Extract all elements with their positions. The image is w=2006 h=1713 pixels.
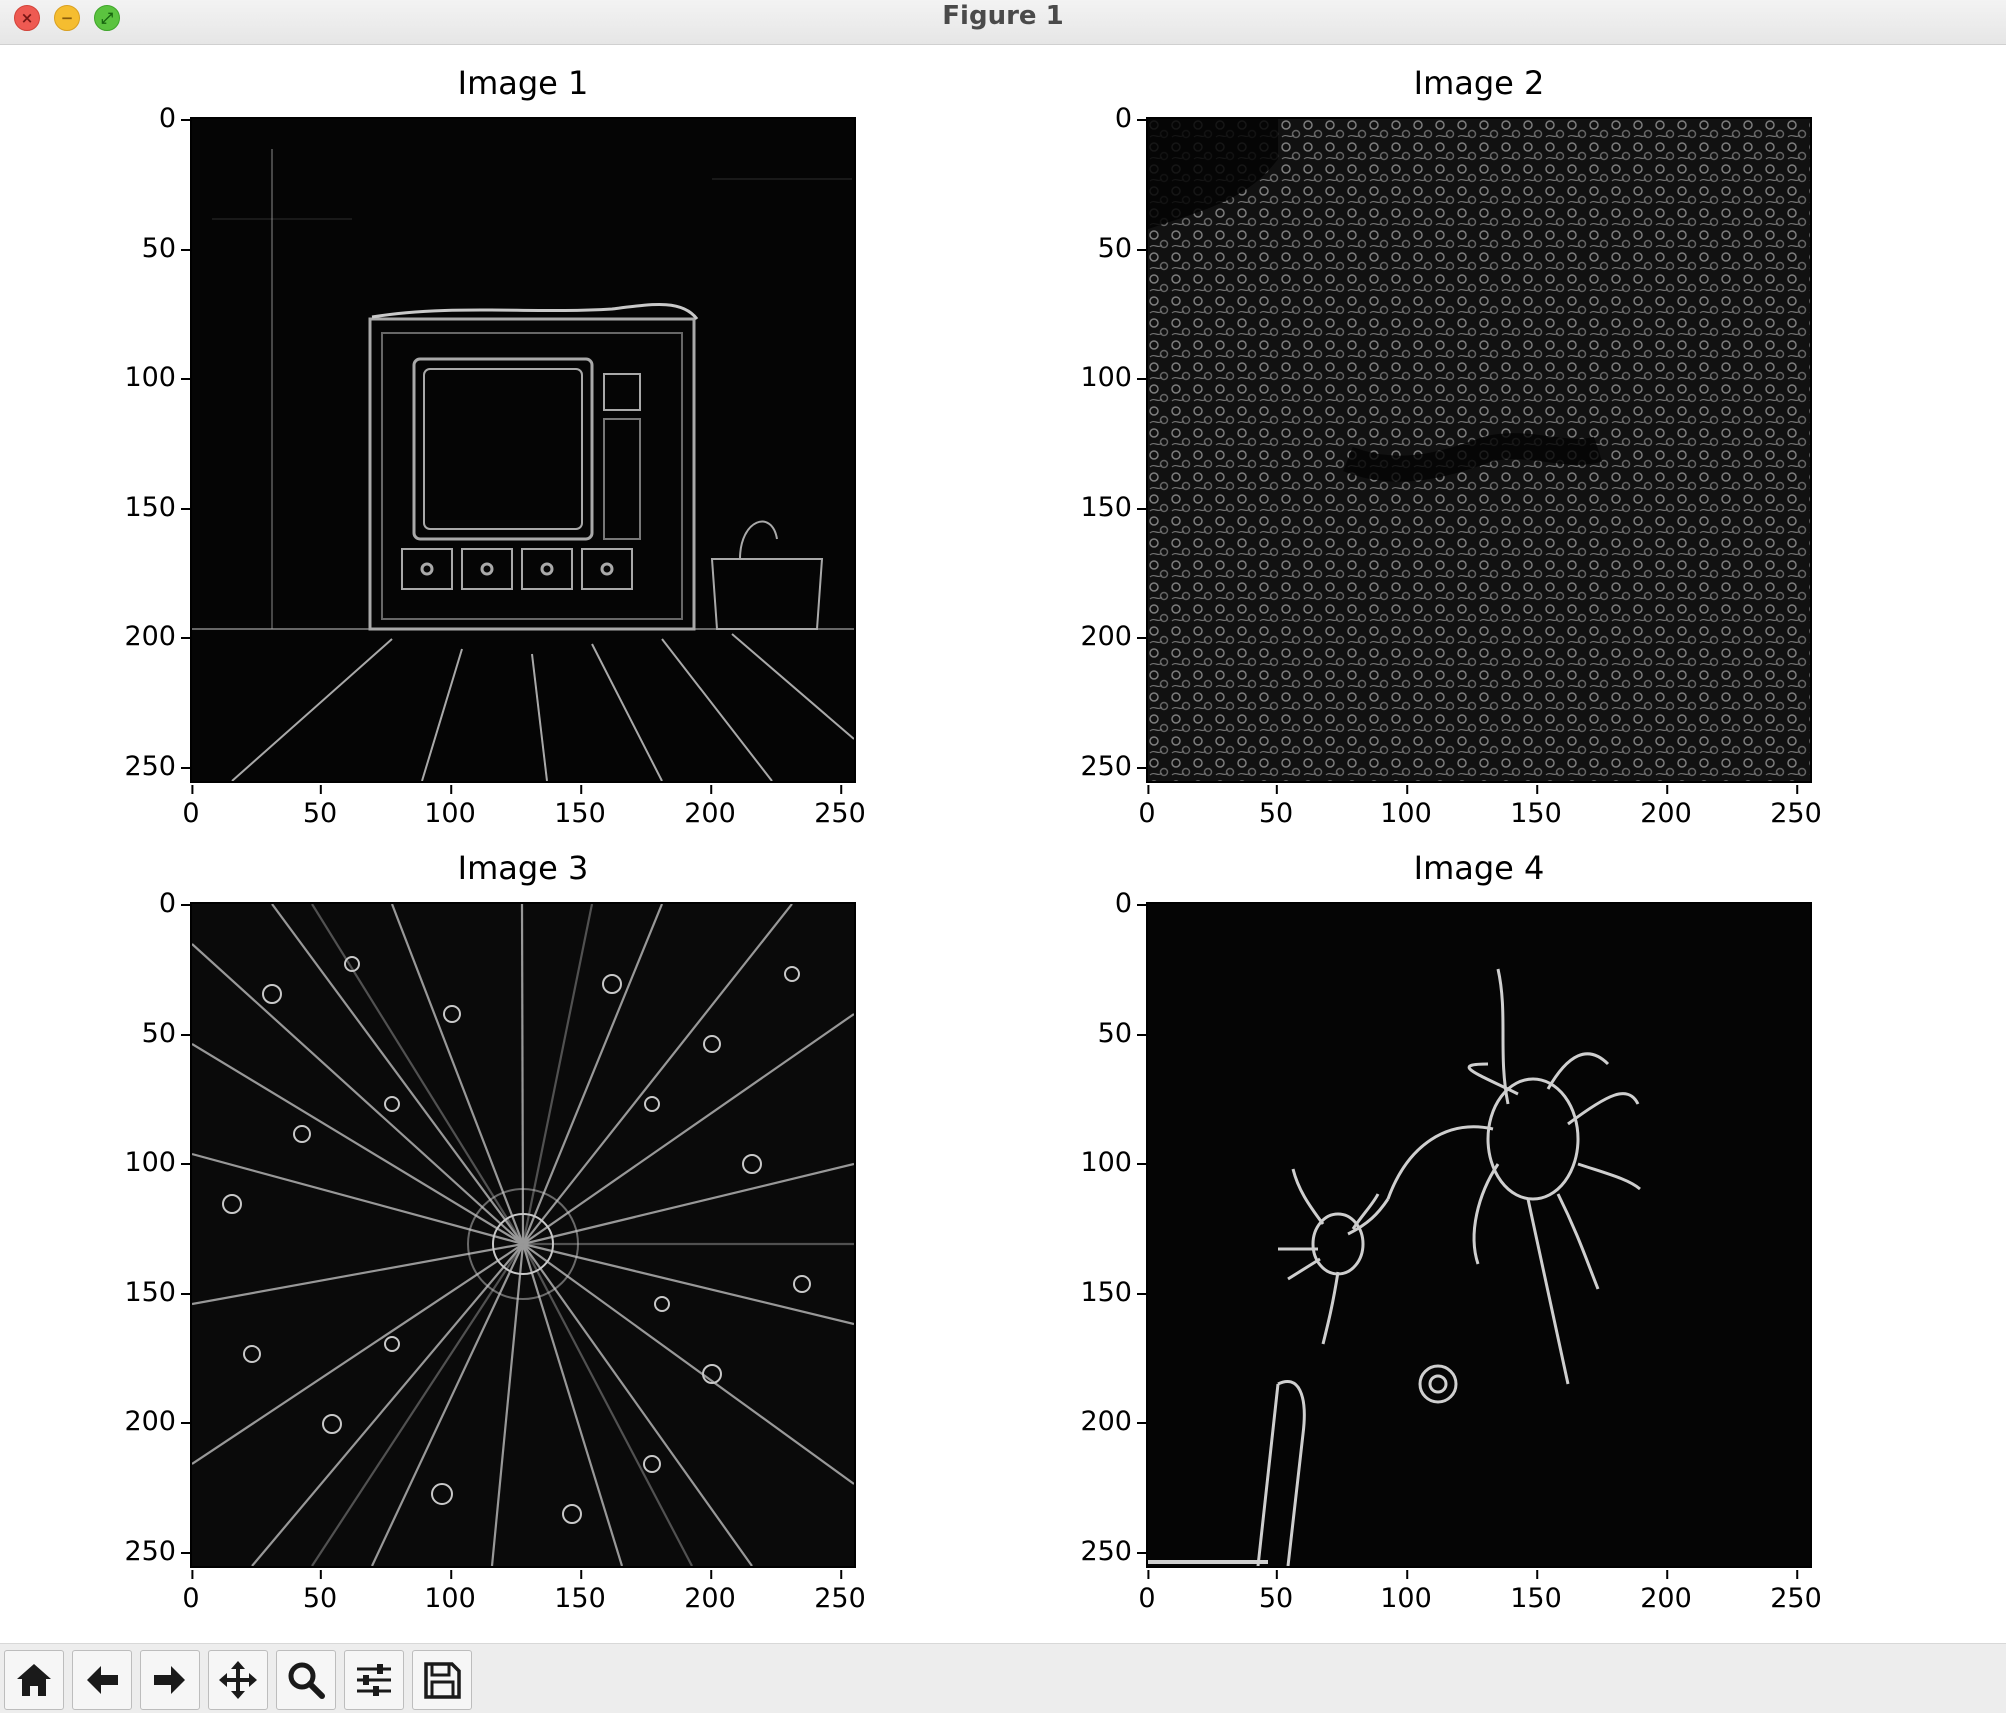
- x-tick-label: 0: [1138, 785, 1156, 829]
- save-button[interactable]: [412, 1650, 472, 1710]
- configure-subplots-button[interactable]: [344, 1650, 404, 1710]
- pan-move-icon: [219, 1661, 257, 1699]
- x-tick-label: 100: [424, 785, 476, 829]
- window-title: Figure 1: [942, 1, 1064, 31]
- window-titlebar[interactable]: × − ⤢ Figure 1: [0, 0, 2006, 45]
- image-display[interactable]: [190, 117, 856, 783]
- image-display[interactable]: [190, 902, 856, 1568]
- y-tick-label: 250: [124, 751, 190, 782]
- y-tick-label: 0: [158, 103, 191, 134]
- y-tick-label: 250: [1080, 1536, 1146, 1567]
- subplot-title: Image 4: [1413, 849, 1545, 887]
- navigation-toolbar: [0, 1643, 2006, 1713]
- x-tick-label: 200: [1640, 785, 1692, 829]
- y-tick-label: 250: [1080, 751, 1146, 782]
- y-tick-label: 50: [1097, 1018, 1147, 1049]
- y-tick-label: 250: [124, 1536, 190, 1567]
- y-tick-label: 150: [124, 1277, 190, 1308]
- subplot-image-1[interactable]: Image 1: [124, 65, 865, 829]
- subplot-title: Image 3: [457, 849, 589, 887]
- forward-button[interactable]: [140, 1650, 200, 1710]
- x-tick-label: 150: [1510, 785, 1562, 829]
- y-tick-label: 200: [124, 621, 190, 652]
- x-tick-label: 250: [814, 785, 866, 829]
- x-tick-label: 150: [554, 785, 606, 829]
- y-tick-label: 100: [1080, 362, 1146, 393]
- x-tick-label: 100: [1380, 1570, 1432, 1614]
- edge-image-texture: [1148, 119, 1810, 781]
- figure-canvas[interactable]: Image 1: [0, 45, 2006, 1642]
- y-tick-label: 50: [1097, 233, 1147, 264]
- x-tick-label: 50: [302, 785, 338, 829]
- back-arrow-icon: [87, 1666, 118, 1694]
- zoom-button[interactable]: [276, 1650, 336, 1710]
- y-tick-label: 100: [124, 362, 190, 393]
- subplot-title: Image 1: [457, 64, 589, 102]
- x-tick-label: 200: [684, 785, 736, 829]
- y-tick-label: 50: [141, 233, 191, 264]
- x-tick-label: 0: [182, 1570, 200, 1614]
- save-floppy-icon: [424, 1662, 461, 1699]
- image-display[interactable]: [1146, 117, 1812, 783]
- edge-image-spiders: [1148, 968, 1641, 1566]
- x-tick-label: 50: [1258, 1570, 1294, 1614]
- edge-image-tv-cabinet: [192, 149, 854, 781]
- subplot-image-2[interactable]: Image 2 0 50 100 150 200: [1080, 65, 1821, 829]
- window-zoom-button[interactable]: ⤢: [94, 5, 120, 31]
- zoom-icon: ⤢: [100, 9, 113, 27]
- y-tick-label: 200: [1080, 621, 1146, 652]
- image-display[interactable]: [1146, 902, 1812, 1568]
- edge-image-flower: [192, 904, 854, 1566]
- subplot-image-3[interactable]: Image 3: [124, 850, 865, 1614]
- y-tick-label: 0: [158, 888, 191, 919]
- x-tick-label: 50: [302, 1570, 338, 1614]
- home-button[interactable]: [4, 1650, 64, 1710]
- x-tick-label: 200: [684, 1570, 736, 1614]
- back-button[interactable]: [72, 1650, 132, 1710]
- window-minimize-button[interactable]: −: [54, 5, 80, 31]
- configure-subplots-icon: [357, 1664, 391, 1696]
- y-tick-label: 150: [1080, 492, 1146, 523]
- x-tick-label: 150: [1510, 1570, 1562, 1614]
- zoom-magnifier-icon: [288, 1662, 325, 1699]
- y-tick-label: 100: [124, 1147, 190, 1178]
- y-tick-label: 0: [1114, 888, 1147, 919]
- close-icon: ×: [20, 9, 34, 27]
- x-tick-label: 50: [1258, 785, 1294, 829]
- x-tick-label: 0: [182, 785, 200, 829]
- y-tick-label: 100: [1080, 1147, 1146, 1178]
- x-tick-label: 250: [814, 1570, 866, 1614]
- y-tick-label: 150: [1080, 1277, 1146, 1308]
- y-tick-label: 200: [124, 1406, 190, 1437]
- home-icon: [17, 1664, 51, 1696]
- y-tick-label: 50: [141, 1018, 191, 1049]
- minimize-icon: −: [60, 9, 74, 27]
- pan-button[interactable]: [208, 1650, 268, 1710]
- x-tick-label: 200: [1640, 1570, 1692, 1614]
- x-tick-label: 250: [1770, 785, 1822, 829]
- x-tick-label: 100: [1380, 785, 1432, 829]
- x-tick-label: 100: [424, 1570, 476, 1614]
- subplot-title: Image 2: [1413, 64, 1545, 102]
- window-close-button[interactable]: ×: [14, 5, 40, 31]
- y-tick-label: 200: [1080, 1406, 1146, 1437]
- y-tick-label: 0: [1114, 103, 1147, 134]
- y-tick-label: 150: [124, 492, 190, 523]
- x-tick-label: 250: [1770, 1570, 1822, 1614]
- x-tick-label: 150: [554, 1570, 606, 1614]
- forward-arrow-icon: [154, 1666, 185, 1694]
- x-tick-label: 0: [1138, 1570, 1156, 1614]
- subplot-image-4[interactable]: Image 4: [1080, 850, 1821, 1614]
